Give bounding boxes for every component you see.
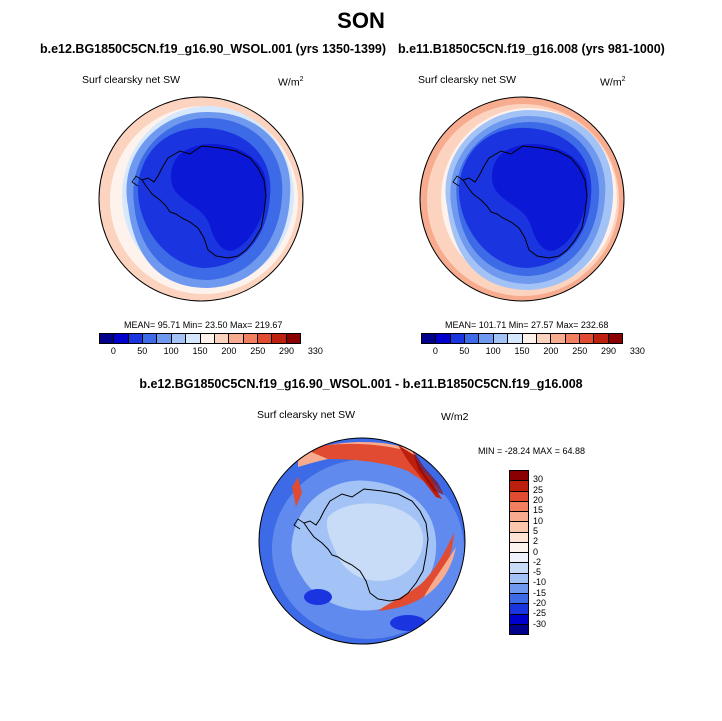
colorbar-tick-label: -30 — [533, 618, 547, 629]
colorbar-swatch — [510, 481, 528, 492]
panel2-variable-label: Surf clearsky net SW — [418, 74, 517, 86]
panel2-colorbar: 0 50 100 150 200 250 290 330 — [421, 333, 645, 356]
colorbar-swatch — [479, 334, 494, 343]
colorbar-swatch — [214, 334, 230, 343]
colorbar-swatch — [510, 573, 528, 584]
colorbar-swatch — [551, 334, 566, 343]
panel1-stats: MEAN= 95.71 Min= 23.50 Max= 219.67 — [124, 320, 283, 330]
difference-colorbar-labels: 30 25 20 15 10 5 2 0 -2 -5 -10 -15 -20 -25 -30 — [533, 470, 563, 635]
colorbar-tick-label: 0 — [533, 546, 539, 557]
colorbar-swatch — [594, 334, 609, 343]
colorbar-swatch — [510, 614, 528, 625]
panel1-units-label: W/m2 — [278, 76, 304, 89]
colorbar-swatch — [450, 334, 466, 343]
colorbar-tick-label: 100 — [163, 346, 179, 356]
colorbar-tick-label: 250 — [572, 346, 588, 356]
panel2-case-title: b.e11.B1850C5CN.f19_g16.008 (yrs 981-100… — [398, 42, 665, 56]
panel1-case-title: b.e12.BG1850C5CN.f19_g16.90_WSOL.001 (yr… — [40, 42, 387, 56]
colorbar-swatch — [286, 334, 301, 343]
colorbar-tick-label: 20 — [533, 494, 544, 505]
panel2-polar-map — [419, 96, 625, 302]
colorbar-swatch — [510, 594, 528, 605]
colorbar-swatch — [579, 334, 595, 343]
colorbar-tick-label: 0 — [432, 346, 438, 356]
colorbar-swatch — [128, 334, 144, 343]
colorbar-tick-label: 50 — [459, 346, 470, 356]
colorbar-tick-label: 100 — [485, 346, 501, 356]
difference-units-label: W/m2 — [441, 411, 469, 423]
panel1-colorbar: 0 50 100 150 200 250 290 330 — [99, 333, 323, 356]
colorbar-tick-label: 50 — [137, 346, 148, 356]
colorbar-tick-label: -2 — [533, 556, 542, 567]
colorbar-swatch — [257, 334, 273, 343]
colorbar-swatch — [510, 471, 528, 482]
colorbar-swatch — [272, 334, 287, 343]
colorbar-tick-label: -20 — [533, 598, 547, 609]
colorbar-tick-label: -10 — [533, 577, 547, 588]
colorbar-swatch — [536, 334, 552, 343]
colorbar-swatch — [200, 334, 215, 343]
colorbar-swatch — [229, 334, 244, 343]
colorbar-swatch — [608, 334, 623, 343]
colorbar-swatch — [100, 334, 115, 343]
colorbar-tick-label: 200 — [221, 346, 237, 356]
colorbar-swatch — [243, 334, 258, 343]
colorbar-tick-label: 5 — [533, 525, 539, 536]
colorbar-swatch — [565, 334, 580, 343]
colorbar-tick-label: 25 — [533, 484, 544, 495]
colorbar-swatch — [510, 553, 528, 564]
plot-title: SON — [337, 8, 385, 33]
colorbar-tick-label: 290 — [601, 346, 617, 356]
difference-minmax: MIN = -28.24 MAX = 64.88 — [478, 446, 586, 456]
colorbar-swatch — [510, 563, 528, 574]
colorbar-tick-label: 2 — [533, 536, 539, 547]
colorbar-tick-label: 10 — [533, 515, 544, 526]
colorbar-swatch — [510, 522, 528, 533]
panel2-units-label: W/m2 — [600, 76, 626, 89]
colorbar-swatch — [465, 334, 480, 343]
colorbar-swatch — [510, 583, 528, 594]
colorbar-tick-label: -5 — [533, 567, 542, 578]
colorbar-tick-label: 330 — [307, 346, 323, 356]
colorbar-swatch — [171, 334, 187, 343]
colorbar-tick-label: -15 — [533, 587, 547, 598]
colorbar-swatch — [510, 501, 528, 512]
colorbar-tick-label: 200 — [543, 346, 559, 356]
panel1-variable-label: Surf clearsky net SW — [82, 74, 181, 86]
colorbar-tick-label: 290 — [279, 346, 295, 356]
difference-variable-label: Surf clearsky net SW — [257, 409, 356, 421]
colorbar-tick-label: 250 — [250, 346, 266, 356]
colorbar-swatch — [510, 512, 528, 523]
colorbar-tick-label: 150 — [192, 346, 208, 356]
colorbar-tick-label: 30 — [533, 474, 544, 485]
colorbar-tick-label: 150 — [514, 346, 530, 356]
colorbar-swatch — [436, 334, 451, 343]
colorbar-swatch — [522, 334, 537, 343]
colorbar-swatch — [510, 542, 528, 553]
panel2-stats: MEAN= 101.71 Min= 27.57 Max= 232.68 — [445, 320, 609, 330]
colorbar-swatch — [508, 334, 523, 343]
colorbar-swatch — [493, 334, 509, 343]
colorbar-swatch — [186, 334, 201, 343]
panel1-polar-map — [98, 96, 304, 302]
colorbar-tick-label: 15 — [533, 505, 544, 516]
colorbar-swatch — [510, 532, 528, 543]
colorbar-swatch — [422, 334, 437, 343]
difference-title: b.e12.BG1850C5CN.f19_g16.90_WSOL.001 - b… — [139, 377, 583, 391]
colorbar-tick-label: 0 — [110, 346, 116, 356]
colorbar-swatch — [157, 334, 172, 343]
colorbar-swatch — [510, 491, 528, 502]
colorbar-swatch — [114, 334, 129, 343]
colorbar-swatch — [510, 604, 528, 615]
difference-colorbar — [509, 470, 529, 635]
colorbar-tick-label: -25 — [533, 608, 547, 619]
colorbar-swatch — [143, 334, 158, 343]
colorbar-tick-label: 330 — [629, 346, 645, 356]
colorbar-swatch — [510, 624, 528, 634]
difference-polar-map — [258, 437, 466, 645]
